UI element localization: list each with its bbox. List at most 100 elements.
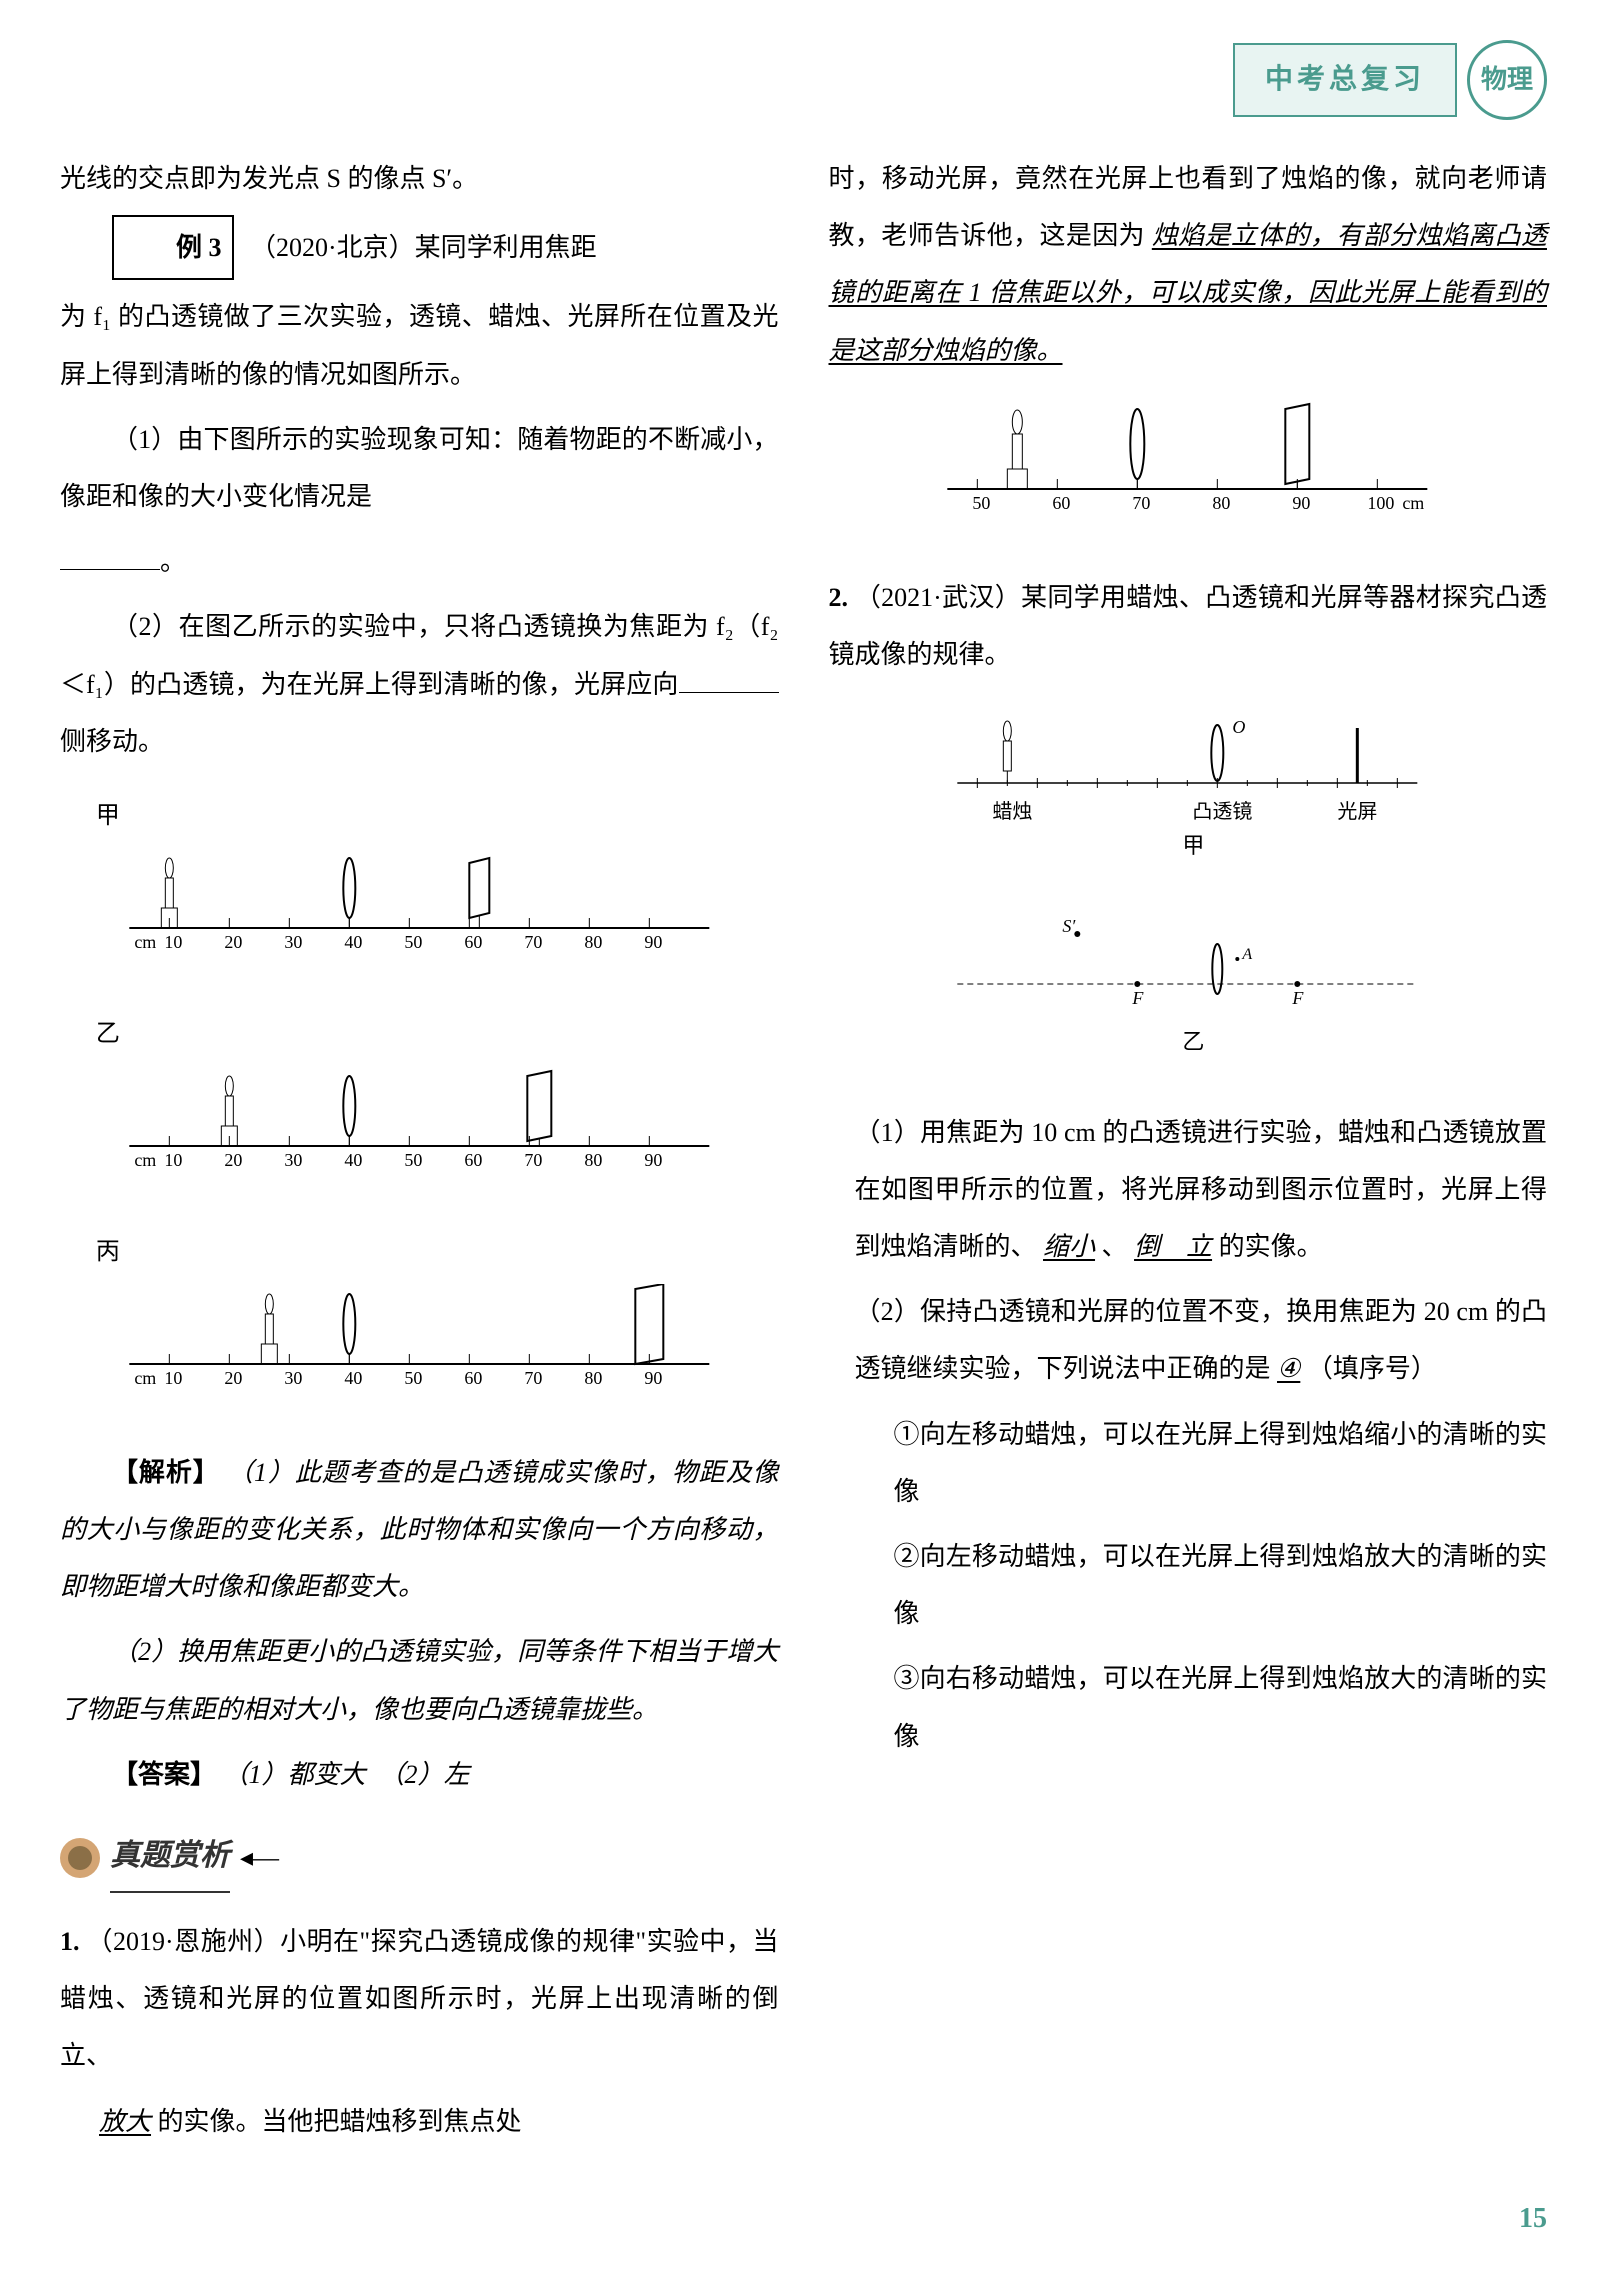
sub-q2-end: （填序号）: [1307, 1354, 1437, 1383]
svg-text:60: 60: [464, 1368, 482, 1388]
ruler-bing: 丙 cm 1020 3040 5060 7080 90: [96, 1226, 743, 1414]
sub-q1-ans2: 倒 立: [1134, 1232, 1212, 1261]
svg-text:A: A: [1242, 946, 1253, 963]
right-ruler-svg: 50 60 70 80 90 100 cm: [864, 399, 1511, 529]
page-number: 15: [60, 2188, 1547, 2250]
svg-text:10: 10: [164, 1150, 182, 1170]
svg-text:20: 20: [224, 1368, 242, 1388]
svg-text:80: 80: [584, 932, 602, 952]
ruler-svg-jia: cm 1020 3040 5060 7080 90: [96, 848, 743, 958]
svg-text:90: 90: [1293, 493, 1311, 513]
ruler-svg-yi: cm 1020 3040 5060 7080 90: [96, 1066, 743, 1176]
real-q2: 2. （2021·武汉）某同学用蜡烛、凸透镜和光屏等器材探究凸透镜成像的规律。: [829, 569, 1548, 683]
ruler-label-jia: 甲: [96, 790, 743, 843]
right-column: 时，移动光屏，竟然在光屏上也看到了烛焰的像，就向老师请教，老师告诉他，这是因为 …: [829, 150, 1548, 2158]
svg-text:蜡烛: 蜡烛: [993, 800, 1033, 823]
svg-text:F: F: [1292, 988, 1305, 1008]
svg-text:cm: cm: [1403, 493, 1425, 513]
ruler-jia: 甲 cm 1020 3040 5060 7080 90: [96, 790, 743, 978]
example-text: 为 f₁ 的凸透镜做了三次实验，透镜、蜡烛、光屏所在位置及光屏上得到清晰的像的情…: [60, 288, 779, 402]
header-title: 中考总复习: [1233, 43, 1457, 117]
q1-blank: [60, 569, 160, 570]
q1-source-text: （2019·恩施州）小明在"探究凸透镜成像的规律"实验中，当蜡烛、透镜和光屏的位…: [60, 1927, 779, 2070]
text-line: 光线的交点即为发光点 S 的像点 S′。: [60, 150, 779, 207]
svg-text:50: 50: [404, 1368, 422, 1388]
sub-q2-ans: ④: [1277, 1354, 1300, 1383]
svg-text:70: 70: [524, 1150, 542, 1170]
svg-text:40: 40: [344, 932, 362, 952]
svg-text:80: 80: [584, 1368, 602, 1388]
question-1: （1）由下图所示的实验现象可知：随着物距的不断减小，像距和像的大小变化情况是: [60, 411, 779, 525]
svg-text:60: 60: [464, 932, 482, 952]
real-q1: 1. （2019·恩施州）小明在"探究凸透镜成像的规律"实验中，当蜡烛、透镜和光…: [60, 1913, 779, 2085]
example-label: 例 3: [112, 215, 234, 280]
sub-q2-text: （2）保持凸透镜和光屏的位置不变，换用焦距为 20 cm 的凸透镜继续实验，下列…: [855, 1297, 1548, 1383]
svg-text:90: 90: [644, 1368, 662, 1388]
svg-text:30: 30: [284, 932, 302, 952]
svg-text:cm: cm: [134, 1368, 156, 1388]
sub-q1: （1）用焦距为 10 cm 的凸透镜进行实验，蜡烛和凸透镜放置在如图甲所示的位置…: [829, 1104, 1548, 1276]
example-source: （2020·北京）某同学利用焦距: [250, 233, 597, 262]
q2-number: 2.: [829, 583, 849, 612]
option-3: ③向右移动蜡烛，可以在光屏上得到烛焰放大的清晰的实像: [829, 1650, 1548, 1764]
q1-text: （1）由下图所示的实验现象可知：随着物距的不断减小，像距和像的大小变化情况是: [60, 425, 779, 511]
answer-content: （1）都变大 （2）左: [223, 1760, 470, 1789]
svg-text:70: 70: [1133, 493, 1151, 513]
q2-blank: [679, 692, 779, 693]
section-icon: [60, 1838, 100, 1878]
sub-q1-mid: 、: [1102, 1232, 1128, 1261]
question-2: （2）在图乙所示的实验中，只将凸透镜换为焦距为 f₂（f₂＜f₁）的凸透镜，为在…: [60, 598, 779, 770]
svg-text:90: 90: [644, 932, 662, 952]
analysis-label: 【解析】: [112, 1458, 220, 1487]
answer-label: 【答案】: [112, 1760, 216, 1789]
svg-text:光屏: 光屏: [1338, 800, 1378, 823]
svg-text:cm: cm: [134, 932, 156, 952]
ruler-svg-bing: cm 1020 3040 5060 7080 90: [96, 1284, 743, 1394]
svg-text:40: 40: [344, 1368, 362, 1388]
option-1: ①向左移动蜡烛，可以在光屏上得到烛焰缩小的清晰的实像: [829, 1406, 1548, 1520]
svg-text:30: 30: [284, 1150, 302, 1170]
q2-end: 侧移动。: [60, 727, 164, 756]
svg-text:50: 50: [404, 932, 422, 952]
svg-text:10: 10: [164, 1368, 182, 1388]
svg-text:100: 100: [1368, 493, 1395, 513]
q1-mid: 的实像。当他把蜡烛移到焦点处: [158, 2107, 522, 2136]
svg-text:凸透镜: 凸透镜: [1193, 800, 1253, 823]
sub-q2: （2）保持凸透镜和光屏的位置不变，换用焦距为 20 cm 的凸透镜继续实验，下列…: [829, 1283, 1548, 1397]
optical-jia: 蜡烛 O 凸透镜 光屏 甲: [829, 703, 1548, 883]
q1-end: 。: [160, 547, 186, 576]
svg-text:60: 60: [464, 1150, 482, 1170]
q2-source-text: （2021·武汉）某同学用蜡烛、凸透镜和光屏等器材探究凸透镜成像的规律。: [829, 583, 1548, 669]
svg-text:50: 50: [973, 493, 991, 513]
svg-text:70: 70: [524, 1368, 542, 1388]
svg-text:70: 70: [524, 932, 542, 952]
content-area: 光线的交点即为发光点 S 的像点 S′。 例 3 （2020·北京）某同学利用焦…: [60, 150, 1547, 2158]
svg-text:80: 80: [584, 1150, 602, 1170]
svg-text:F: F: [1132, 988, 1145, 1008]
section-header: 真题赏析 ◂—: [60, 1823, 779, 1893]
svg-text:40: 40: [344, 1150, 362, 1170]
analysis-2: （2）换用焦距更小的凸透镜实验，同等条件下相当于增大了物距与焦距的相对大小，像也…: [60, 1623, 779, 1737]
ruler-diagrams: 甲 cm 10 20 30 40 50 60 70 80 90: [96, 790, 743, 1414]
sub-q1-end: 的实像。: [1219, 1232, 1323, 1261]
svg-text:O: O: [1233, 717, 1246, 737]
optical-yi-svg: F F S′ A 乙: [864, 904, 1511, 1064]
right-ruler-diagram: 50 60 70 80 90 100 cm: [829, 399, 1548, 549]
right-line1: 时，移动光屏，竟然在光屏上也看到了烛焰的像，就向老师请教，老师告诉他，这是因为 …: [829, 150, 1548, 379]
svg-text:cm: cm: [134, 1150, 156, 1170]
svg-text:80: 80: [1213, 493, 1231, 513]
real-q1-cont: 放大 的实像。当他把蜡烛移到焦点处: [60, 2093, 779, 2150]
section-title: 真题赏析: [110, 1823, 230, 1893]
header-subject: 物理: [1467, 40, 1547, 120]
optical-yi: F F S′ A 乙: [829, 904, 1548, 1084]
left-column: 光线的交点即为发光点 S 的像点 S′。 例 3 （2020·北京）某同学利用焦…: [60, 150, 779, 2158]
svg-text:60: 60: [1053, 493, 1071, 513]
svg-text:10: 10: [164, 932, 182, 952]
page-header: 中考总复习 物理: [60, 40, 1547, 120]
svg-text:90: 90: [644, 1150, 662, 1170]
arrow-icon: ◂—: [240, 1829, 279, 1886]
optical-jia-svg: 蜡烛 O 凸透镜 光屏 甲: [864, 703, 1511, 863]
ruler-label-bing: 丙: [96, 1226, 743, 1279]
example-intro: 例 3 （2020·北京）某同学利用焦距: [60, 215, 779, 280]
svg-text:50: 50: [404, 1150, 422, 1170]
